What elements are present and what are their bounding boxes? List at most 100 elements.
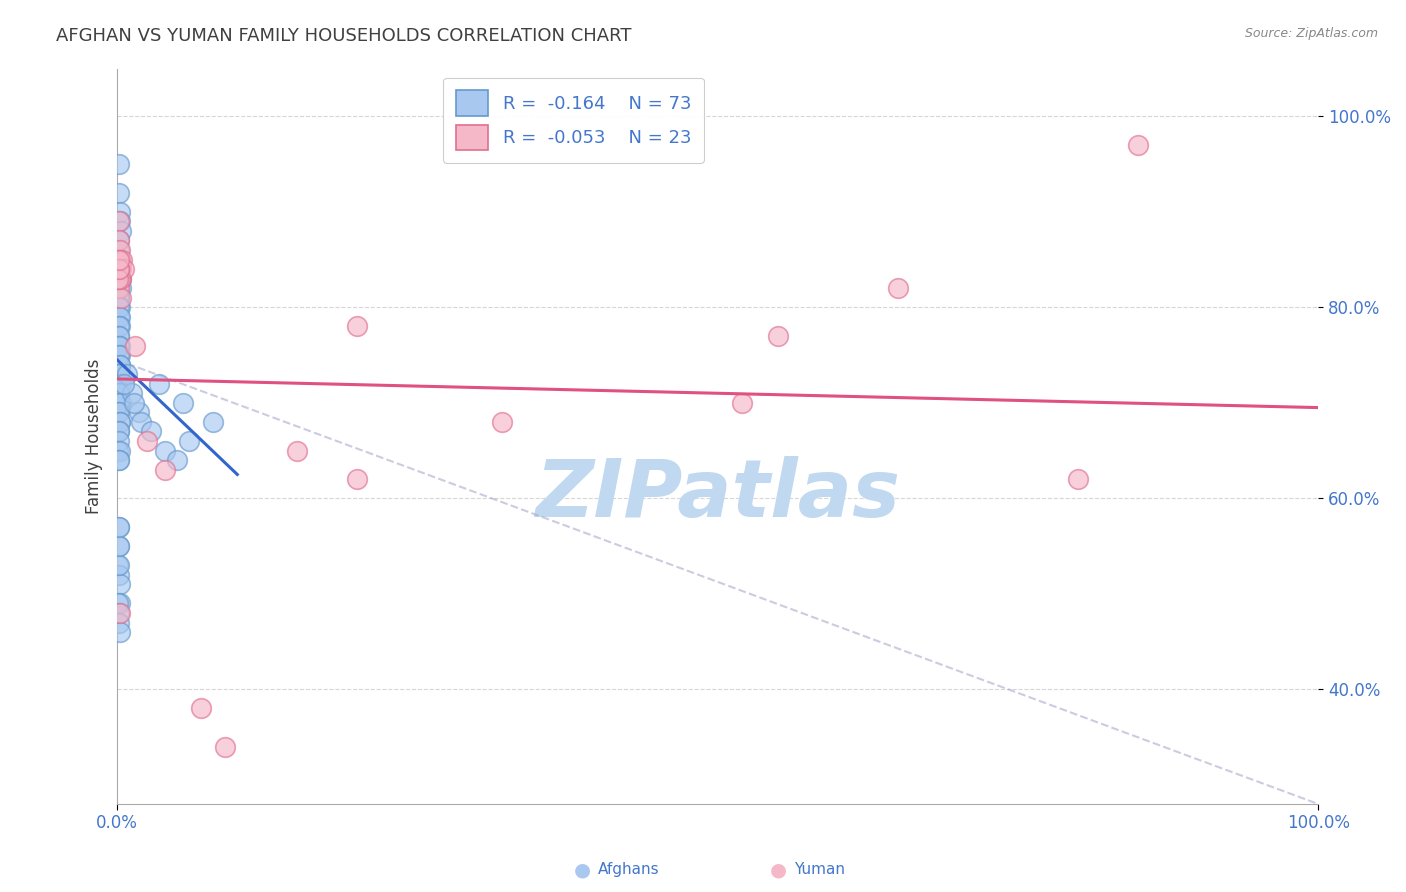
Text: Afghans: Afghans — [598, 863, 659, 877]
Point — [491, 415, 513, 429]
Point — [108, 186, 131, 200]
Point — [110, 319, 132, 334]
Point — [112, 262, 135, 277]
Point — [136, 434, 159, 448]
Point — [128, 405, 150, 419]
Point — [110, 396, 132, 410]
Point — [108, 376, 131, 391]
Point — [108, 405, 131, 419]
Point — [190, 701, 212, 715]
Point — [108, 214, 131, 228]
Point — [108, 301, 131, 315]
Point — [107, 234, 129, 248]
Point — [107, 396, 129, 410]
Point — [887, 281, 910, 295]
Point — [108, 596, 131, 610]
Point — [108, 157, 131, 171]
Point — [155, 463, 177, 477]
Point — [124, 338, 146, 352]
Point — [108, 453, 131, 467]
Text: AFGHAN VS YUMAN FAMILY HOUSEHOLDS CORRELATION CHART: AFGHAN VS YUMAN FAMILY HOUSEHOLDS CORREL… — [56, 27, 631, 45]
Y-axis label: Family Households: Family Households — [86, 359, 103, 514]
Point — [110, 262, 132, 277]
Point — [110, 291, 132, 305]
Point — [346, 319, 368, 334]
Point — [108, 310, 131, 324]
Point — [108, 291, 131, 305]
Point — [107, 271, 129, 285]
Point — [1067, 472, 1090, 486]
Point — [1126, 137, 1149, 152]
Point — [166, 453, 188, 467]
Point — [110, 281, 132, 295]
Point — [108, 386, 131, 401]
Point — [108, 606, 131, 620]
Point — [108, 271, 131, 285]
Point — [112, 376, 135, 391]
Text: ZIPatlas: ZIPatlas — [536, 456, 900, 534]
Point — [155, 443, 177, 458]
Point — [108, 415, 131, 429]
Point — [110, 376, 132, 391]
Point — [107, 367, 129, 381]
Point — [108, 558, 131, 573]
Point — [139, 425, 162, 439]
Point — [108, 243, 131, 257]
Text: ●: ● — [574, 860, 591, 880]
Point — [108, 453, 131, 467]
Point — [108, 338, 131, 352]
Point — [108, 262, 131, 277]
Point — [107, 520, 129, 534]
Point — [202, 415, 225, 429]
Point — [110, 271, 132, 285]
Point — [108, 358, 131, 372]
Point — [108, 281, 131, 295]
Point — [766, 329, 789, 343]
Point — [108, 204, 131, 219]
Point — [107, 558, 129, 573]
Point — [108, 348, 131, 362]
Point — [108, 443, 131, 458]
Point — [107, 434, 129, 448]
Point — [148, 376, 170, 391]
Point — [108, 625, 131, 640]
Point — [107, 596, 129, 610]
Point — [107, 281, 129, 295]
Point — [107, 329, 129, 343]
Point — [110, 224, 132, 238]
Text: ●: ● — [770, 860, 787, 880]
Point — [108, 329, 131, 343]
Point — [108, 415, 131, 429]
Legend: R =  -0.164    N = 73, R =  -0.053    N = 23: R = -0.164 N = 73, R = -0.053 N = 23 — [443, 78, 704, 163]
Point — [108, 252, 131, 267]
Point — [122, 396, 145, 410]
Point — [107, 367, 129, 381]
Point — [214, 739, 236, 754]
Point — [108, 243, 131, 257]
Point — [108, 615, 131, 630]
Point — [108, 234, 131, 248]
Point — [108, 301, 131, 315]
Point — [731, 396, 754, 410]
Point — [108, 577, 131, 591]
Point — [121, 386, 143, 401]
Point — [107, 319, 129, 334]
Point — [108, 214, 131, 228]
Point — [108, 567, 131, 582]
Point — [108, 252, 131, 267]
Point — [108, 425, 131, 439]
Point — [108, 252, 131, 267]
Point — [172, 396, 194, 410]
Point — [115, 367, 138, 381]
Point — [108, 358, 131, 372]
Point — [129, 415, 152, 429]
Point — [107, 271, 129, 285]
Point — [107, 291, 129, 305]
Point — [107, 520, 129, 534]
Point — [108, 348, 131, 362]
Point — [108, 396, 131, 410]
Point — [110, 338, 132, 352]
Text: Yuman: Yuman — [794, 863, 845, 877]
Point — [108, 367, 131, 381]
Point — [346, 472, 368, 486]
